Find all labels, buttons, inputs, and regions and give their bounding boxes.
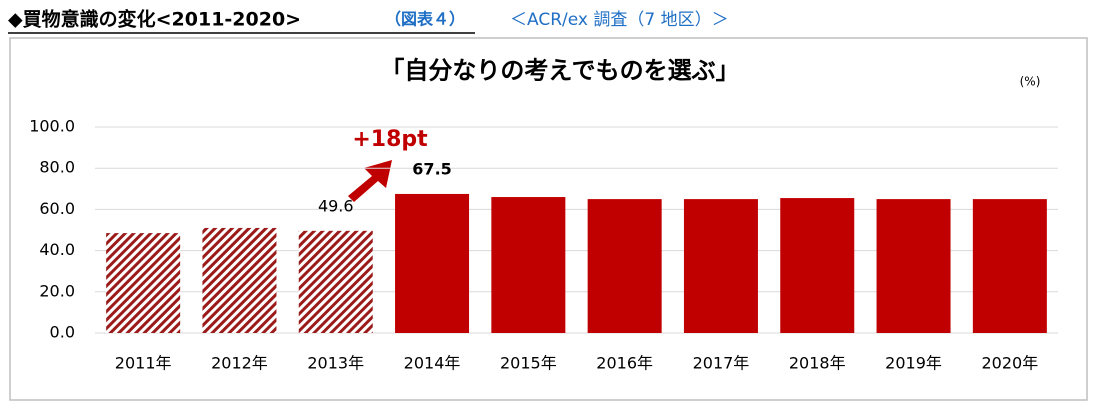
- y-tick-label: 100.0: [29, 117, 75, 136]
- y-tick-label: 80.0: [39, 158, 75, 177]
- x-tick-label: 2016年: [596, 354, 653, 373]
- x-tick-label: 2014年: [404, 354, 461, 373]
- chart-title: 「自分なりの考えでものを選ぶ」: [380, 56, 739, 85]
- y-tick-label: 20.0: [39, 281, 75, 300]
- bar: [780, 198, 855, 333]
- y-tick-label: 60.0: [39, 199, 75, 218]
- x-tick-label: 2015年: [500, 354, 557, 373]
- x-tick-label: 2019年: [885, 354, 942, 373]
- value-label: 67.5: [412, 159, 451, 178]
- bar: [683, 199, 758, 333]
- increase-arrow: [348, 160, 392, 202]
- bar: [972, 199, 1047, 333]
- x-tick-label: 2012年: [211, 354, 268, 373]
- x-tick-label: 2013年: [307, 354, 364, 373]
- bar: [876, 199, 951, 333]
- y-tick-label: 40.0: [39, 240, 75, 259]
- bar: [106, 233, 181, 333]
- value-label: 49.6: [318, 196, 354, 215]
- x-tick-label: 2020年: [981, 354, 1038, 373]
- x-tick-label: 2018年: [789, 354, 846, 373]
- annotation: +18pt: [352, 127, 428, 152]
- header-title: ◆買物意識の変化<2011-2020>: [8, 8, 301, 31]
- y-tick-label: 0.0: [50, 323, 75, 342]
- bar: [202, 227, 277, 333]
- x-tick-label: 2017年: [693, 354, 750, 373]
- header-source: ＜ACR/ex 調査（7 地区）＞: [510, 10, 729, 30]
- bar: [491, 197, 566, 333]
- bar: [587, 199, 662, 333]
- bar: [298, 230, 373, 333]
- unit-label: (%): [1020, 75, 1041, 89]
- header-figure: （図表４）: [385, 10, 465, 29]
- bar: [395, 193, 470, 333]
- x-tick-label: 2011年: [115, 354, 172, 373]
